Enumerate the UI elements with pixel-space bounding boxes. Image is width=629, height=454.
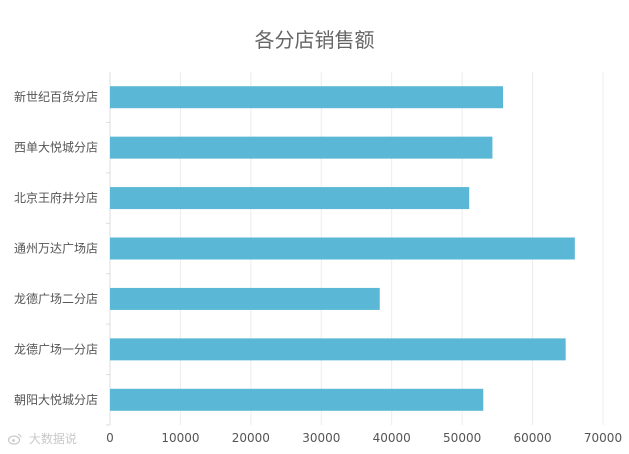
category-label-0: 朝阳大悦城分店 — [14, 393, 98, 407]
x-tick-label-4: 40000 — [373, 431, 411, 445]
x-tick-label-3: 30000 — [302, 431, 340, 445]
category-label-4: 北京王府井分店 — [14, 190, 98, 205]
category-label-2: 龙德广场二分店 — [14, 291, 98, 306]
bar-6 — [110, 86, 503, 109]
category-label-3: 通州万达广场店 — [14, 242, 98, 256]
category-label-6: 新世纪百货分店 — [14, 89, 98, 104]
watermark: 大数据说 — [8, 430, 77, 447]
bar-1 — [110, 338, 566, 361]
bar-3 — [110, 237, 575, 260]
x-tick-label-6: 60000 — [513, 431, 551, 445]
x-tick-label-5: 50000 — [443, 431, 481, 445]
bar-5 — [110, 136, 493, 159]
category-label-1: 龙德广场一分店 — [14, 341, 98, 356]
bar-2 — [110, 287, 380, 310]
bar-0 — [110, 388, 484, 411]
x-tick-label-7: 70000 — [584, 431, 622, 445]
x-tick-label-0: 0 — [106, 431, 114, 445]
watermark-text: 大数据说 — [28, 432, 77, 446]
weibo-icon — [8, 434, 22, 445]
chart-title: 各分店销售额 — [254, 28, 375, 52]
category-label-5: 西单大悦城分店 — [14, 141, 98, 155]
x-tick-label-2: 20000 — [232, 431, 270, 445]
x-tick-label-1: 10000 — [161, 431, 199, 445]
bar-4 — [110, 187, 470, 210]
